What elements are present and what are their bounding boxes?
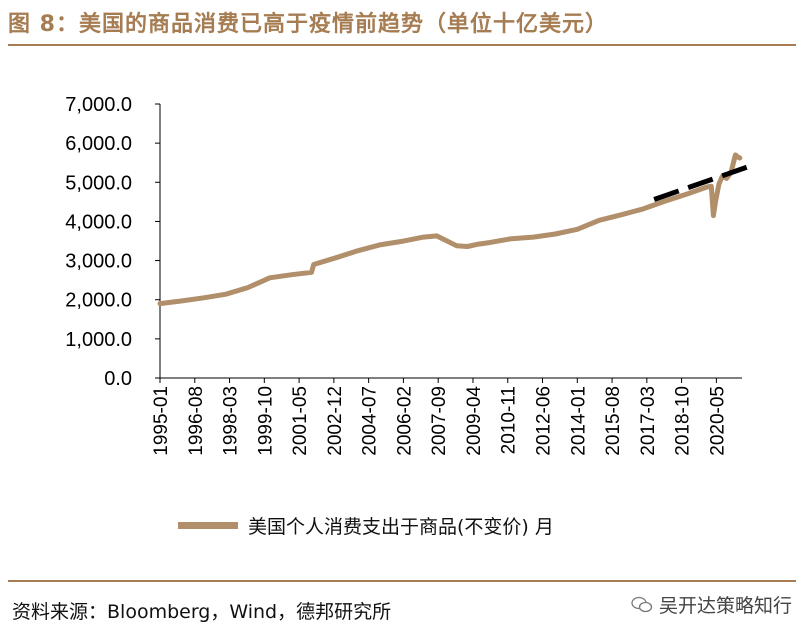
x-tick-label: 1996-08	[186, 386, 207, 456]
y-tick-label: 6,000.0	[65, 133, 132, 155]
y-tick-label: 5,000.0	[65, 172, 132, 194]
x-tick-label: 1999-10	[255, 386, 276, 456]
x-tick-label: 2004-07	[360, 386, 381, 456]
y-tick-label: 7,000.0	[65, 94, 132, 116]
y-tick-label: 4,000.0	[65, 211, 132, 233]
chart-title: 图 8：美国的商品消费已高于疫情前趋势（单位十亿美元）	[8, 12, 608, 37]
watermark-text: 吴开达策略知行	[658, 595, 792, 617]
x-tick-label: 2006-02	[394, 386, 415, 456]
x-tick-label: 2007-09	[429, 386, 450, 456]
x-tick-label: 2017-03	[638, 386, 659, 456]
series-line-goods-consumption	[157, 152, 743, 307]
y-tick-label: 1,000.0	[65, 329, 132, 351]
x-tick-label: 1998-03	[221, 386, 242, 456]
x-tick-label: 2020-05	[707, 386, 728, 456]
legend: 美国个人消费支出于商品(不变价) 月	[178, 512, 554, 539]
footer-divider	[8, 580, 796, 582]
x-tick-label: 2001-05	[290, 386, 311, 456]
trend-line-pre-pandemic	[653, 162, 754, 202]
wechat-icon	[631, 596, 653, 612]
watermark: 吴开达策略知行	[631, 591, 792, 618]
x-tick-label: 2010-11	[499, 386, 520, 454]
title-divider	[8, 44, 796, 46]
y-tick-label: 3,000.0	[65, 251, 132, 273]
x-tick-label: 2018-10	[673, 386, 694, 456]
x-tick-label: 1995-01	[151, 386, 172, 456]
y-tick-label: 2,000.0	[65, 290, 132, 312]
legend-label: 美国个人消费支出于商品(不变价) 月	[248, 516, 554, 538]
x-tick-label: 2002-12	[325, 386, 346, 456]
series-marks	[157, 152, 754, 307]
source-note: 资料来源：Bloomberg，Wind，德邦研究所	[12, 601, 392, 623]
y-tick-label: 0.0	[104, 368, 132, 390]
x-tick-label: 2012-06	[534, 386, 555, 456]
axes: 0.0 1,000.0 2,000.0 3,000.0 4,000.0 5,000.0 6,…	[65, 94, 742, 456]
legend-swatch	[178, 522, 238, 529]
x-tick-label: 2014-01	[568, 386, 589, 456]
x-tick-label: 2015-08	[603, 386, 624, 456]
x-tick-label: 2009-04	[464, 386, 485, 456]
